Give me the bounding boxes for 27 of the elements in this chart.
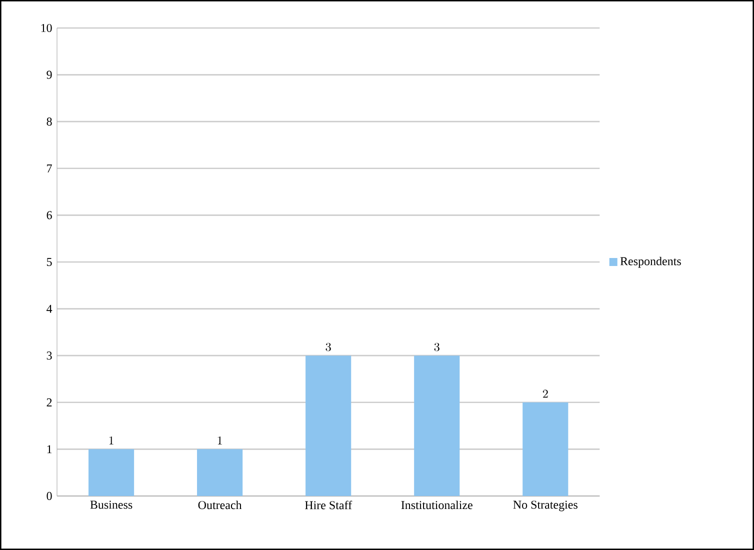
x-tick-label: No Strategies bbox=[513, 500, 578, 512]
data-label: 1 bbox=[218, 436, 222, 444]
y-tick-label: 3 bbox=[46, 352, 52, 360]
legend-label: Respondents bbox=[620, 256, 681, 268]
x-tick-label: Institutionalize bbox=[401, 500, 472, 510]
data-label: 2 bbox=[542, 390, 548, 398]
bar bbox=[414, 356, 460, 496]
x-tick-label: Outreach bbox=[198, 500, 242, 510]
y-tick-label: 0 bbox=[46, 492, 52, 500]
y-tick-label: 8 bbox=[46, 118, 52, 126]
data-label: 3 bbox=[434, 342, 440, 352]
data-label: 1 bbox=[109, 436, 114, 444]
y-tick-label: 6 bbox=[46, 211, 52, 220]
y-tick-label: 1 bbox=[47, 445, 52, 454]
y-tick-label: 2 bbox=[46, 398, 52, 406]
bar bbox=[197, 449, 243, 496]
bar bbox=[88, 449, 134, 496]
bar bbox=[306, 356, 352, 496]
bar bbox=[522, 402, 568, 496]
y-tick-label: 5 bbox=[46, 258, 52, 266]
x-tick-label: Hire Staff bbox=[304, 500, 352, 510]
y-tick-label: 9 bbox=[46, 70, 52, 79]
y-tick-label: 7 bbox=[47, 164, 52, 172]
y-tick-label: 4 bbox=[46, 304, 52, 313]
data-label: 3 bbox=[326, 342, 331, 352]
x-tick-label: Business bbox=[90, 500, 132, 509]
y-tick-label: 10 bbox=[41, 24, 52, 32]
